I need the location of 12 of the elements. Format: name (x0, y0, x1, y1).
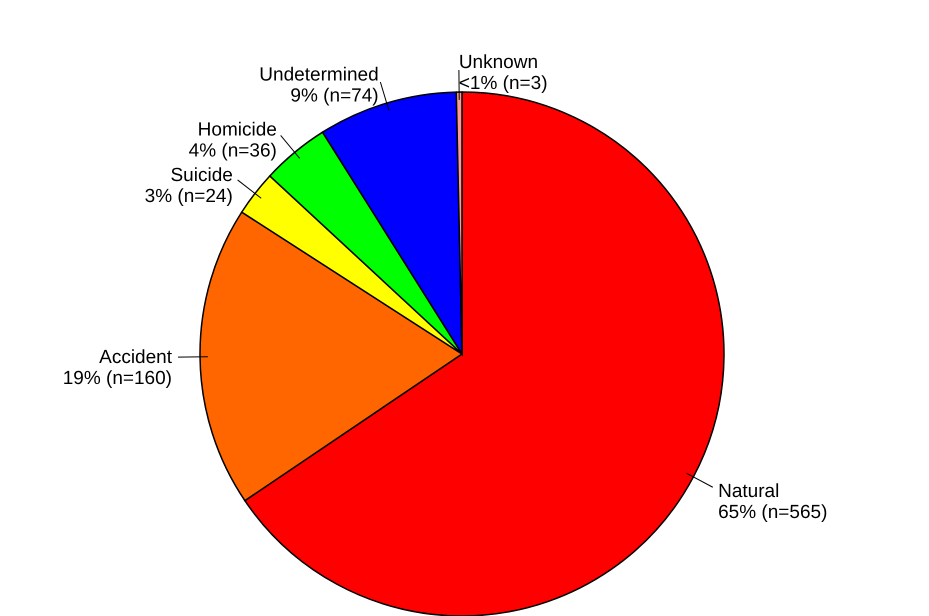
data-label: <1% (n=3) (458, 73, 548, 94)
data-label: 9% (n=74) (290, 85, 379, 106)
data-label: 19% (n=160) (62, 368, 172, 390)
data-label: 3% (n=24) (144, 186, 233, 208)
data-label: 65% (n=565) (718, 502, 828, 523)
slice-label: Undetermined (259, 64, 379, 86)
slice-label: Homicide (198, 119, 277, 140)
slice-label: Suicide (170, 165, 233, 186)
data-label: 4% (n=36) (188, 140, 277, 162)
slice-label: Accident (99, 347, 173, 368)
slice-label: Natural (718, 481, 780, 502)
slice-label: Unknown (458, 52, 538, 74)
